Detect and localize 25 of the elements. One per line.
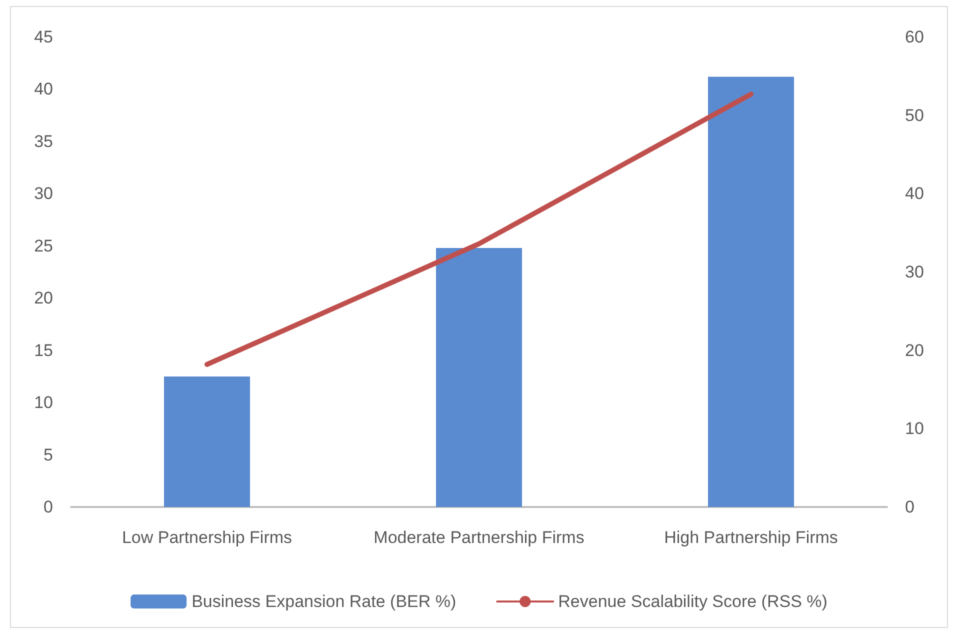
y-tick-label: 20 xyxy=(34,288,53,308)
y-tick-label: 15 xyxy=(34,340,53,360)
x-tick-label: Low Partnership Firms xyxy=(122,528,292,547)
bar xyxy=(708,76,794,507)
y-tick-label: 5 xyxy=(44,445,53,464)
y-tick-label: 35 xyxy=(34,132,53,151)
y2-tick-label: 20 xyxy=(905,340,924,360)
y2-tick-label: 50 xyxy=(905,106,924,125)
y2-tick-label: 40 xyxy=(905,184,924,204)
y-tick-label: 25 xyxy=(34,236,53,256)
y-tick-label: 40 xyxy=(34,80,53,99)
y2-tick-label: 30 xyxy=(905,262,924,282)
x-tick-label: Moderate Partnership Firms xyxy=(374,528,584,547)
bar xyxy=(436,248,522,507)
y2-tick-label: 60 xyxy=(905,28,924,46)
y2-tick-label: 10 xyxy=(905,419,924,438)
x-tick-label: High Partnership Firms xyxy=(664,528,838,547)
y-tick-label: 30 xyxy=(34,184,53,204)
y2-tick-label: 0 xyxy=(905,498,914,516)
y-tick-label: 10 xyxy=(34,393,53,412)
bar xyxy=(164,376,250,507)
legend-label: Revenue Scalability Score (RSS %) xyxy=(558,592,828,611)
y-tick-label: 45 xyxy=(34,28,53,46)
y-tick-label: 0 xyxy=(44,498,53,516)
legend-label: Business Expansion Rate (BER %) xyxy=(192,592,456,611)
